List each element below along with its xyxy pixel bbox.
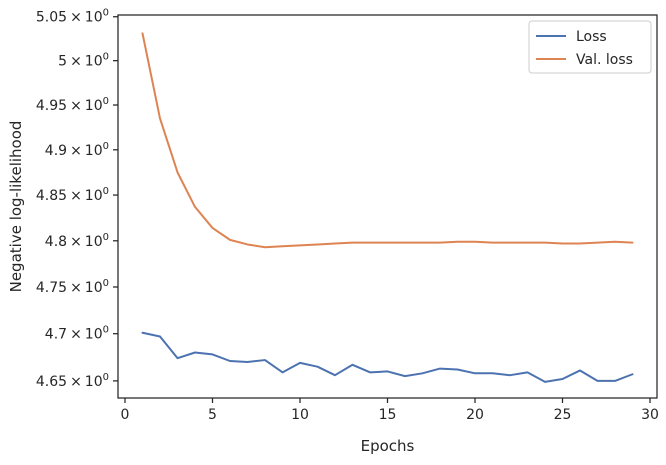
y-axis-ticks: 4.65 × 100 4.7 × 100 4.75 × 100 4.8 × 100 4.85 × 100 4.… (36, 8, 118, 390)
y-tick-label: 4.8 × 100 (45, 232, 109, 250)
y-tick-label: 4.65 × 100 (36, 372, 109, 390)
x-tick-label: 5 (208, 407, 217, 423)
x-axis-ticks: 0 5 10 15 20 25 30 (121, 398, 659, 423)
x-tick-label: 30 (641, 407, 659, 423)
x-tick-label: 20 (466, 407, 484, 423)
x-tick-label: 25 (554, 407, 572, 423)
y-tick-label: 4.7 × 100 (45, 325, 109, 343)
y-tick-label: 5.05 × 100 (36, 8, 109, 26)
legend-label-val-loss: Val. loss (576, 52, 633, 68)
legend: Loss Val. loss (528, 20, 652, 74)
y-tick-label: 4.95 × 100 (36, 96, 109, 114)
y-tick-label: 4.75 × 100 (36, 278, 109, 296)
legend-label-loss: Loss (576, 29, 607, 45)
series-line-loss (141, 331, 634, 383)
x-axis-label: Epochs (361, 437, 415, 455)
y-axis-label: Negative log-likelihood (7, 121, 25, 293)
plot-background (118, 15, 657, 398)
y-tick-label: 5 × 100 (58, 52, 109, 70)
x-tick-label: 10 (291, 407, 309, 423)
series-line-val-loss (141, 32, 634, 249)
x-tick-label: 0 (121, 407, 130, 423)
y-tick-label: 4.85 × 100 (36, 186, 109, 204)
x-tick-label: 15 (379, 407, 397, 423)
plot-frame (117, 14, 658, 399)
series-lines (141, 32, 634, 383)
y-tick-label: 4.9 × 100 (45, 141, 109, 159)
